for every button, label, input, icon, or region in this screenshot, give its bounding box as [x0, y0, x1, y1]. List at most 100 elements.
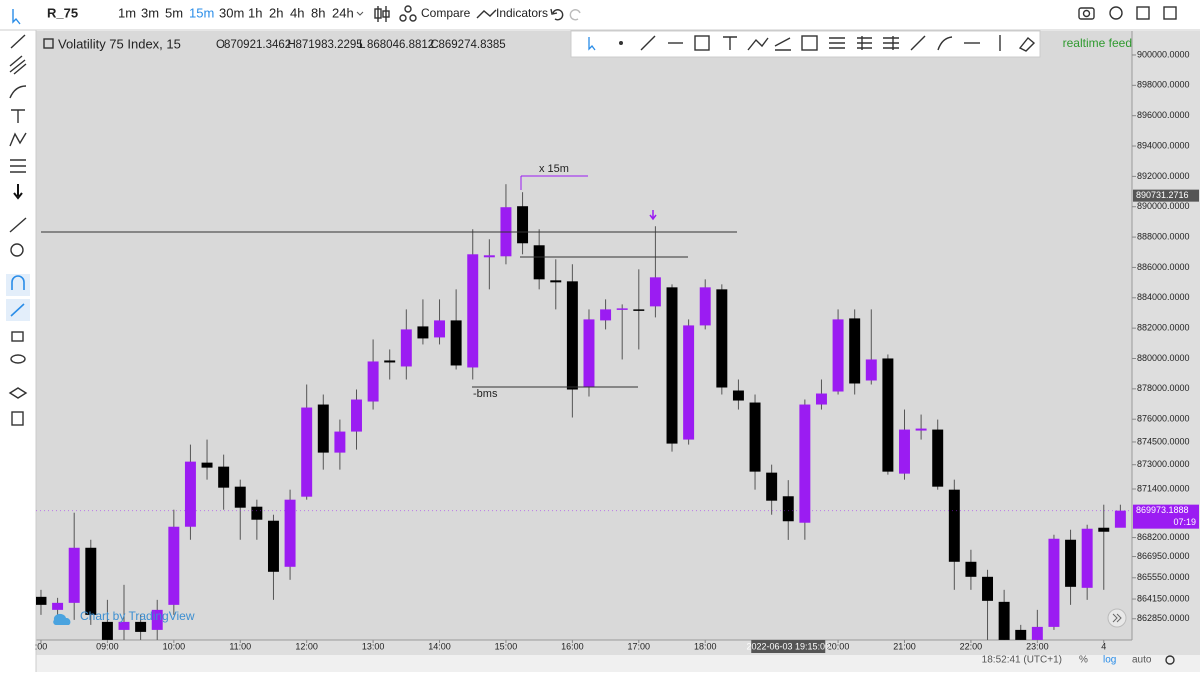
tool[interactable]	[829, 37, 845, 49]
candle-body	[101, 621, 113, 640]
axis-settings[interactable]	[1165, 655, 1175, 665]
snapshot[interactable]	[1078, 7, 1095, 20]
tool[interactable]	[723, 36, 737, 50]
measure-tool[interactable]	[9, 217, 27, 233]
tool[interactable]	[1018, 37, 1036, 52]
y-tick-label: 862850.0000	[1137, 613, 1190, 623]
y-tick-label: 886000.0000	[1137, 262, 1190, 272]
x-tick-label: 16:00	[561, 641, 584, 651]
magnet-tool[interactable]	[11, 275, 25, 290]
interval-button[interactable]: 2h	[269, 5, 283, 20]
auto-toggle[interactable]: auto	[1132, 655, 1152, 666]
y-tick-label: 900000.0000	[1137, 49, 1190, 59]
interval-button[interactable]: 8h	[311, 5, 325, 20]
candle-body	[649, 277, 661, 307]
x-tick-label: 18:00	[694, 641, 717, 651]
collapse[interactable]	[43, 38, 54, 49]
interval-button[interactable]: 30m	[219, 5, 244, 20]
delete-tool[interactable]	[11, 411, 24, 426]
candle-body	[483, 255, 495, 258]
arrow-drawing	[649, 210, 657, 221]
compare-button[interactable]: Compare	[421, 6, 471, 20]
candle-body	[932, 429, 944, 487]
candle-body	[799, 404, 811, 523]
legend-key: C	[431, 39, 439, 51]
brush-tool[interactable]	[9, 85, 27, 99]
tool[interactable]	[747, 37, 769, 51]
x-tick-label: 22:00	[960, 641, 983, 651]
realtime-label: realtime feed	[1063, 36, 1132, 50]
tool[interactable]	[694, 35, 710, 51]
y-tick-label: 874500.0000	[1137, 436, 1190, 446]
candle-type-icon[interactable]	[374, 6, 390, 22]
layers-tool[interactable]	[8, 387, 28, 399]
compare-icon[interactable]	[399, 5, 417, 22]
interval-button[interactable]: 15m	[189, 5, 214, 20]
tool[interactable]	[801, 35, 818, 51]
y-tick-label: 890000.0000	[1137, 201, 1190, 211]
toolbar-bg	[570, 30, 1041, 58]
candle-body	[251, 506, 263, 520]
candle-body	[998, 601, 1010, 640]
tool[interactable]	[640, 35, 656, 51]
y-tick-label: 873000.0000	[1137, 459, 1190, 469]
legend-key: H	[288, 39, 296, 51]
interval-button[interactable]: 24h	[332, 5, 354, 20]
interval-button[interactable]: 1h	[248, 5, 262, 20]
zoom-tool[interactable]	[10, 243, 24, 257]
arrow-tool[interactable]	[13, 184, 23, 200]
cursor-tool[interactable]	[12, 9, 21, 25]
tool[interactable]	[883, 36, 899, 50]
candle-body	[1114, 510, 1126, 528]
watermark-icon	[53, 613, 71, 625]
x-tick-label: 23:00	[1026, 641, 1049, 651]
legend-value: 868046.8812	[367, 39, 434, 51]
candle-body	[52, 602, 64, 610]
trend-tool[interactable]	[10, 34, 26, 49]
tool[interactable]	[937, 36, 953, 51]
candle-body	[683, 325, 695, 440]
fib-tool[interactable]	[10, 159, 26, 173]
text-tool[interactable]	[11, 109, 25, 123]
candle-body	[982, 576, 994, 601]
percent-toggle[interactable]: %	[1079, 655, 1088, 666]
crosshair-price: 890731.2716	[1136, 190, 1189, 200]
pitchfork-tool[interactable]	[9, 55, 27, 75]
interval-button[interactable]: 5m	[165, 5, 183, 20]
candle-body	[517, 206, 529, 244]
interval-button[interactable]: 1m	[118, 5, 136, 20]
stay-drawing-tool[interactable]	[10, 303, 25, 317]
log-toggle[interactable]: log	[1103, 655, 1116, 666]
price-axis	[1132, 31, 1200, 640]
tool[interactable]	[857, 36, 872, 50]
chart-title: Volatility 75 Index, 15	[58, 36, 181, 51]
lock-tool[interactable]	[11, 331, 24, 342]
y-tick-label: 865550.0000	[1137, 572, 1190, 582]
interval-button[interactable]: 4h	[290, 5, 304, 20]
fullscreen[interactable]	[1136, 6, 1150, 20]
candle-body	[417, 326, 429, 339]
y-tick-label: 868200.0000	[1137, 532, 1190, 542]
x-tick-label: 15:00	[495, 641, 518, 651]
interval-button[interactable]: 3m	[141, 5, 159, 20]
pattern-tool[interactable]	[9, 132, 27, 147]
visibility-tool[interactable]	[10, 354, 26, 364]
save[interactable]	[1163, 6, 1177, 20]
left-toolbar	[6, 9, 30, 426]
tool[interactable]	[619, 41, 623, 45]
indicators-button[interactable]: Indicators	[496, 6, 548, 20]
candle-body	[766, 472, 778, 501]
redo[interactable]	[569, 9, 581, 21]
scroll-icon	[1112, 613, 1122, 623]
legend-value: 869274.8385	[439, 39, 506, 51]
settings[interactable]	[1109, 6, 1123, 20]
tool[interactable]	[588, 37, 596, 51]
candle-body	[583, 319, 595, 388]
tool[interactable]	[774, 37, 791, 51]
undo[interactable]	[550, 8, 564, 21]
candle-body	[699, 287, 711, 326]
symbol[interactable]: R_75	[47, 5, 78, 20]
tool[interactable]	[910, 35, 926, 51]
indicators-icon[interactable]	[476, 9, 497, 19]
